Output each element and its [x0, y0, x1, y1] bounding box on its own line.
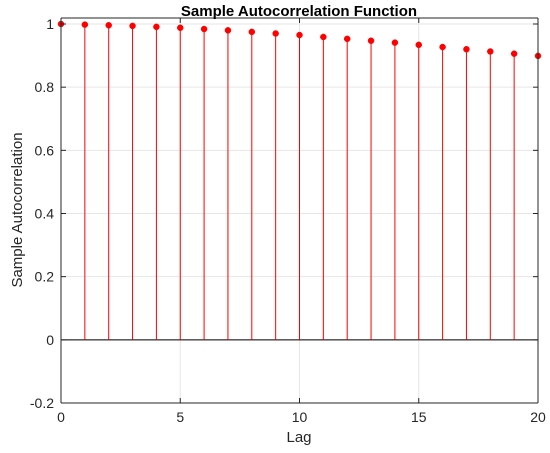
stem-marker [296, 31, 303, 39]
y-tick-label: 0 [46, 332, 54, 348]
x-tick-label: 15 [411, 409, 427, 425]
y-tick-label: -0.2 [30, 395, 54, 411]
stem-marker [200, 25, 208, 33]
stem-marker [367, 37, 375, 44]
stem-marker [415, 41, 422, 49]
stem-marker [391, 39, 399, 46]
stem-marker [439, 43, 446, 51]
stem-marker [320, 33, 327, 41]
stem-marker [272, 30, 279, 37]
stem-marker [343, 35, 351, 43]
y-tick-label: 0.8 [35, 79, 55, 95]
stem-marker [153, 23, 160, 31]
stem-marker [510, 50, 518, 57]
y-tick-label: 1 [46, 16, 54, 32]
axes-box [60, 17, 539, 404]
stem-marker [463, 46, 470, 53]
y-axis-label: Sample Autocorrelation [9, 132, 26, 287]
x-tick-label: 0 [57, 409, 65, 425]
stem-marker [224, 27, 232, 34]
y-tick-label: 0.4 [35, 206, 55, 222]
stem-marker [105, 22, 112, 29]
x-tick-label: 20 [530, 409, 546, 425]
tick-labels: 0 5 10 15 20-0.200.20.40.60.81 [30, 16, 546, 425]
stem-marker [248, 28, 256, 36]
x-tick-label: 5 [176, 409, 184, 425]
x-axis-label: Lag [286, 429, 311, 446]
stem-marker [81, 21, 89, 28]
stem-marker [487, 48, 494, 55]
chart-title: Sample Autocorrelation Function [181, 3, 417, 20]
x-tick-label: 10 [292, 409, 308, 425]
stem-series [57, 20, 542, 340]
y-tick-label: 0.2 [35, 269, 55, 285]
y-tick-label: 0.6 [35, 142, 55, 158]
stem-marker [129, 22, 136, 30]
stem-marker [177, 24, 184, 32]
